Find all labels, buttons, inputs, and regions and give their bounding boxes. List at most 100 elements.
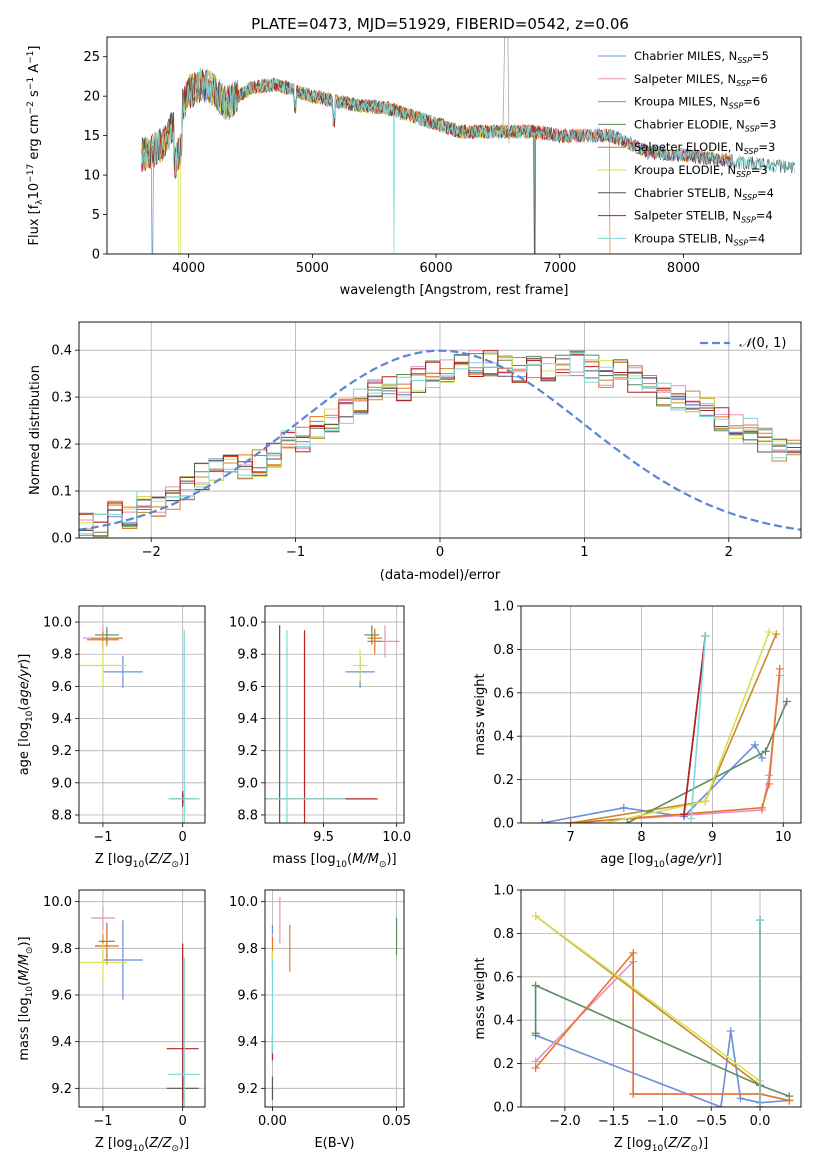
plot-area-mass-vs-EBV (265, 890, 404, 1107)
mass-weight-line-1 (570, 675, 781, 823)
x-axis-label-part: )] (179, 852, 189, 867)
y-tick-label: 10.0 (229, 895, 258, 910)
x-axis-label: Z [log10(Z/Z⊙)] (614, 1136, 708, 1154)
mass-weight-marker (531, 1063, 540, 1072)
y-axis-label-part: Normed distribution (28, 365, 43, 495)
x-axis-label: wavelength [Angstrom, rest frame] (340, 283, 569, 298)
y-tick-label: 0 (92, 248, 100, 263)
panel-age-vs-mass: 9.5 10.0 8.8 9.0 9.2 9.4 9.6 9.8 10.0 mass [log10… (229, 605, 411, 870)
x-tick-label: 0 (179, 1114, 187, 1129)
mass-weight-marker (531, 981, 540, 990)
y-axis-label-part: −2 (26, 101, 36, 114)
y-axis-label-part: ( (17, 706, 32, 711)
mass-weight-marker (531, 1029, 540, 1038)
legend-entry-1-part: =6 (751, 72, 768, 86)
axes-frame (78, 889, 206, 1108)
x-tick-label: −2.0 (549, 1114, 581, 1129)
x-axis-label: (data-model)/error (380, 568, 501, 583)
mass-weight-marker (758, 803, 767, 812)
x-tick-label: 5000 (296, 261, 329, 276)
x-tick-label: 10 (775, 830, 792, 845)
y-tick-label: 9.8 (237, 942, 258, 957)
x-axis-label-part: 10 (133, 1144, 145, 1154)
y-axis-label: mass weight (473, 957, 488, 1039)
x-tick-label: 6000 (420, 261, 453, 276)
legend-entry-3: Chabrier ELODIE, NSSP=3 (634, 117, 776, 133)
mass-weight-marker (765, 779, 774, 788)
y-axis-label-part: −1 (26, 51, 36, 64)
y-axis-label-part: ] (27, 46, 42, 51)
legend-entry-1-part: Salpeter MILES, N (634, 72, 736, 86)
x-axis-label: mass [log10(M/M⊙)] (272, 852, 396, 870)
y-tick-label: 9.2 (51, 744, 72, 759)
y-tick-label: 10.0 (229, 616, 258, 631)
x-axis-label-part: ⊙ (379, 860, 387, 870)
plot-area-massweight-vs-age (521, 606, 801, 823)
legend-entry-5: Kroupa ELODIE, NSSP=3 (634, 163, 768, 179)
y-axis-label-part: mass weight (473, 957, 488, 1039)
mass-weight-line-8 (690, 636, 707, 819)
x-tick-label: −1.0 (647, 1114, 679, 1129)
x-axis-label-part: )] (386, 852, 396, 867)
plot-area-spectrum (141, 37, 796, 254)
y-axis-label-part: λ (35, 199, 45, 205)
y-tick-label: 0.8 (493, 643, 514, 658)
legend-entry-6: Chabrier STELIB, NSSP=4 (634, 186, 774, 202)
x-tick-label: 0.05 (382, 1114, 411, 1129)
mass-weight-marker (756, 916, 765, 925)
y-tick-label: 8.8 (51, 808, 72, 823)
legend-gaussian: 𝒩(0, 1) (739, 336, 786, 351)
mass-weight-marker (602, 819, 611, 823)
x-axis-label-part: ( (663, 1136, 668, 1151)
mass-weight-marker (701, 632, 710, 641)
axes-frame (106, 36, 802, 255)
y-axis-label-part: age/yr (17, 662, 32, 705)
y-tick-label: 25 (83, 50, 100, 65)
x-tick-label: −2 (142, 545, 161, 560)
legend-entry-0-part: Chabrier MILES, N (634, 49, 737, 63)
y-axis-label-part: M/M (17, 954, 32, 981)
plot-area-age-vs-mass (265, 606, 404, 823)
y-tick-label: 9.4 (51, 1035, 72, 1050)
x-axis-label-part: age/yr (670, 852, 713, 867)
y-tick-label: 9.4 (51, 712, 72, 727)
y-axis-label-part: mass [log (17, 997, 32, 1060)
y-tick-label: 0.0 (493, 1101, 514, 1116)
mass-weight-marker (619, 803, 628, 812)
histogram-0 (79, 352, 801, 538)
y-tick-label: 1.0 (493, 600, 514, 615)
mass-weight-line-4 (570, 668, 781, 823)
histogram-8 (79, 351, 801, 535)
y-tick-label: 9.6 (237, 680, 258, 695)
y-tick-label: 8.8 (237, 808, 258, 823)
legend-entry-2: Kroupa MILES, NSSP=6 (634, 95, 760, 111)
y-tick-label: 9.8 (51, 648, 72, 663)
y-tick-label: 9.6 (51, 989, 72, 1004)
legend-entry-5-part: Kroupa ELODIE, N (634, 163, 736, 177)
x-axis-label-part: 10 (336, 860, 348, 870)
y-tick-label: 9.6 (51, 680, 72, 695)
panel-spectrum: 4000 5000 6000 7000 8000 0 5 10 15 20 25 wavelength… (26, 36, 802, 298)
mass-weight-marker (765, 628, 774, 637)
mass-weight-marker (736, 1094, 745, 1103)
legend-entry-7-part: Salpeter STELIB, N (634, 209, 741, 223)
x-tick-label: 9 (708, 830, 716, 845)
x-tick-label: 8000 (667, 261, 700, 276)
x-axis-label: age [log10(age/yr)] (600, 852, 722, 870)
histogram-6 (79, 350, 801, 537)
mass-weight-marker (680, 810, 689, 819)
x-tick-label: 7 (566, 830, 574, 845)
x-axis-label-part: Z [log (95, 1136, 133, 1151)
y-tick-label: 10.0 (43, 616, 72, 631)
y-axis-label-part: 10 (27, 183, 42, 200)
mass-weight-marker (717, 1103, 725, 1107)
x-axis-label-part: ( (665, 852, 670, 867)
y-axis-label-part: 10 (25, 986, 35, 998)
y-tick-label: 0.4 (51, 344, 72, 359)
x-axis-label-part: ⊙ (171, 1144, 179, 1154)
axes-frame (78, 605, 206, 824)
x-axis-label-part: 10 (652, 1144, 664, 1154)
mass-weight-line-7 (683, 636, 707, 815)
y-axis-label: mass weight (473, 673, 488, 755)
